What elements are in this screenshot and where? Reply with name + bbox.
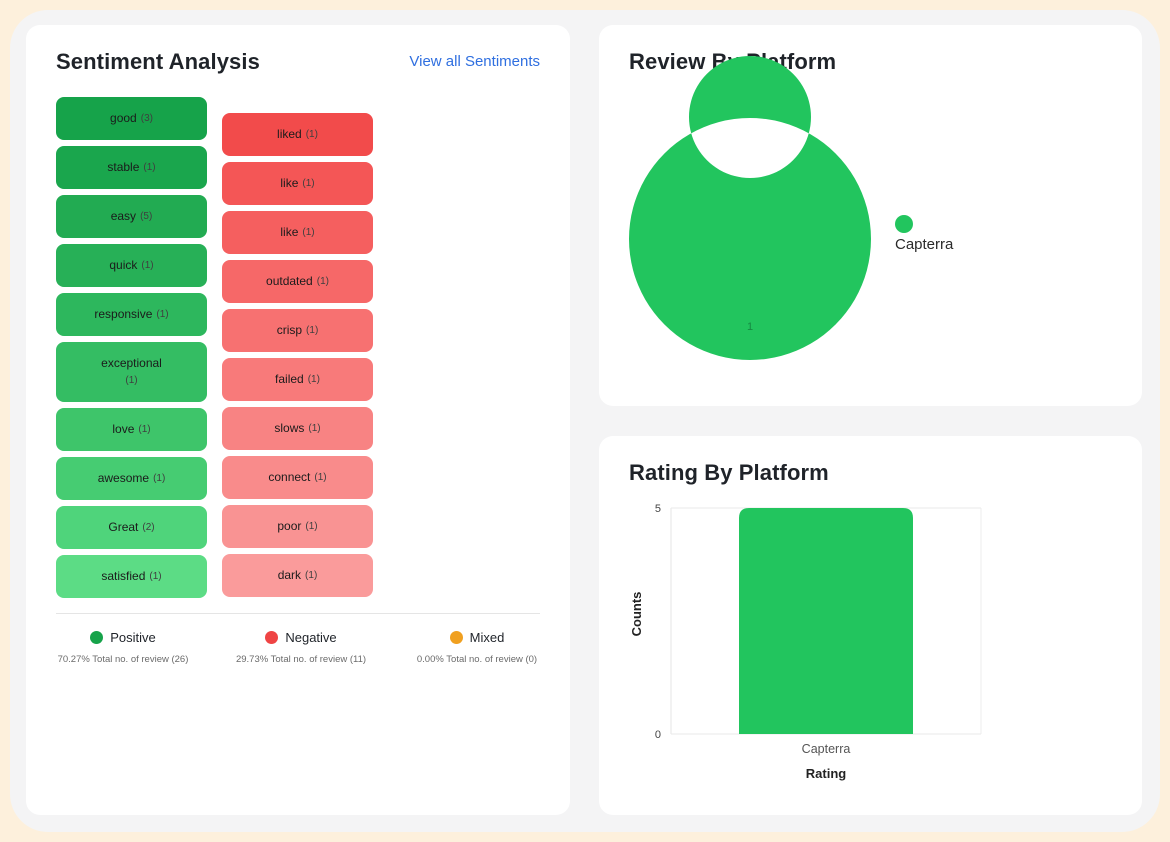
y-tick-label: 0 bbox=[655, 729, 661, 741]
positive-chip-word: Great bbox=[108, 520, 139, 534]
negative-chip-word: connect bbox=[268, 470, 311, 484]
positive-chip-good[interactable]: good (3) bbox=[56, 97, 207, 140]
negative-chip-word: dark bbox=[277, 568, 302, 582]
positive-chip-word: love bbox=[112, 422, 135, 436]
negative-dot-icon bbox=[265, 631, 279, 644]
positive-chip-count: (5) bbox=[140, 211, 153, 222]
legend-mixed: Mixed 0.00% Total no. of review (0) bbox=[410, 630, 544, 665]
rating-by-platform-card: Rating By Platform 0 5 Capterra Counts Ra… bbox=[599, 436, 1142, 815]
negative-chip-count: (1) bbox=[316, 276, 329, 287]
negative-chip-count: (1) bbox=[302, 227, 315, 238]
negative-chip-outdated[interactable]: outdated (1) bbox=[222, 260, 373, 303]
mixed-dot-icon bbox=[449, 631, 463, 644]
negative-chip-dark[interactable]: dark (1) bbox=[222, 554, 373, 597]
legend-negative-summary: 29.73% Total no. of review (11) bbox=[235, 654, 367, 665]
negative-chip-count: (1) bbox=[307, 374, 320, 385]
positive-chip-word: exceptional bbox=[101, 356, 162, 370]
positive-chip-word: awesome bbox=[97, 471, 150, 485]
positive-chip-easy[interactable]: easy (5) bbox=[56, 195, 207, 238]
legend-mixed-label: Mixed bbox=[469, 630, 505, 645]
positive-chip-quick[interactable]: quick (1) bbox=[56, 244, 207, 287]
positive-chip-count: (1) bbox=[149, 571, 162, 582]
review-donut-chart: 1 Capterra bbox=[628, 55, 954, 360]
negative-chip-count: (1) bbox=[305, 570, 318, 581]
positive-chip-count: (2) bbox=[142, 522, 155, 533]
positive-dot-icon bbox=[90, 631, 104, 644]
rating-bar-chart: 0 5 Capterra Counts Rating bbox=[629, 503, 982, 781]
positive-chip-word: easy bbox=[110, 209, 137, 223]
y-tick-label: 5 bbox=[655, 503, 661, 515]
positive-chip-word: responsive bbox=[94, 307, 153, 321]
positive-chip-great[interactable]: Great (2) bbox=[56, 506, 207, 549]
positive-chip-count: (1) bbox=[141, 260, 154, 271]
negative-chip-word: poor bbox=[277, 519, 302, 533]
y-axis-label: Counts bbox=[629, 592, 644, 637]
negative-chip-count: (1) bbox=[308, 423, 321, 434]
positive-chip-word: satisfied bbox=[101, 569, 146, 583]
legend-positive: Positive 70.27% Total no. of review (26) bbox=[56, 630, 190, 665]
bar-capterra[interactable] bbox=[739, 508, 913, 734]
negative-chip-word: liked bbox=[277, 127, 302, 141]
negative-chip-count: (1) bbox=[305, 129, 318, 140]
review-by-platform-card: Review By Platform 1 Capterra bbox=[599, 25, 1142, 406]
positive-chip-word: quick bbox=[109, 258, 138, 272]
positive-chip-love[interactable]: love (1) bbox=[56, 408, 207, 451]
positive-chip-count: (1) bbox=[143, 162, 156, 173]
negative-chip-crisp[interactable]: crisp (1) bbox=[222, 309, 373, 352]
negative-chip-slows[interactable]: slows (1) bbox=[222, 407, 373, 450]
view-all-sentiments-link[interactable]: View all Sentiments bbox=[409, 53, 540, 70]
legend-mixed-summary: 0.00% Total no. of review (0) bbox=[416, 654, 538, 665]
negative-chip-word: failed bbox=[275, 372, 304, 386]
negative-chip-failed[interactable]: failed (1) bbox=[222, 358, 373, 401]
capterra-legend-label[interactable]: Capterra bbox=[895, 236, 954, 253]
negative-chip-word: like bbox=[280, 176, 299, 190]
positive-chip-count: (1) bbox=[125, 375, 138, 386]
negative-chip-count: (1) bbox=[306, 325, 319, 336]
donut-slice-capterra[interactable] bbox=[628, 55, 871, 360]
negative-chip-liked[interactable]: liked (1) bbox=[222, 113, 373, 156]
negative-chip-count: (1) bbox=[305, 521, 318, 532]
negative-chip-count: (1) bbox=[314, 472, 327, 483]
legend-divider bbox=[56, 613, 540, 614]
negative-chip-like[interactable]: like (1) bbox=[222, 211, 373, 254]
negative-chip-word: outdated bbox=[266, 274, 313, 288]
positive-chip-count: (3) bbox=[140, 113, 153, 124]
positive-chip-count: (1) bbox=[156, 309, 169, 320]
negative-chip-word: like bbox=[280, 225, 299, 239]
positive-chip-word: stable bbox=[107, 160, 140, 174]
sentiment-analysis-card: Sentiment Analysis View all Sentiments P… bbox=[26, 25, 570, 815]
positive-chip-exceptional[interactable]: exceptional (1) bbox=[56, 342, 207, 402]
positive-chip-stable[interactable]: stable (1) bbox=[56, 146, 207, 189]
negative-chip-word: crisp bbox=[276, 323, 303, 337]
negative-chip-like[interactable]: like (1) bbox=[222, 162, 373, 205]
positive-chip-responsive[interactable]: responsive (1) bbox=[56, 293, 207, 336]
positive-chip-word: good bbox=[110, 111, 137, 125]
positive-chip-satisfied[interactable]: satisfied (1) bbox=[56, 555, 207, 598]
x-tick-label: Capterra bbox=[802, 742, 851, 756]
x-axis-label: Rating bbox=[806, 766, 847, 781]
legend-positive-summary: 70.27% Total no. of review (26) bbox=[57, 654, 189, 665]
rating-title: Rating By Platform bbox=[629, 460, 829, 485]
donut-data-label: 1 bbox=[747, 321, 753, 333]
sentiment-title: Sentiment Analysis bbox=[56, 49, 260, 74]
positive-chip-count: (1) bbox=[153, 473, 166, 484]
negative-chip-word: slows bbox=[274, 421, 305, 435]
legend-negative: Negative 29.73% Total no. of review (11) bbox=[234, 630, 368, 665]
negative-chip-connect[interactable]: connect (1) bbox=[222, 456, 373, 499]
legend-negative-label: Negative bbox=[285, 630, 337, 645]
legend-positive-label: Positive bbox=[110, 630, 156, 645]
negative-chip-poor[interactable]: poor (1) bbox=[222, 505, 373, 548]
negative-chip-count: (1) bbox=[302, 178, 315, 189]
positive-chip-awesome[interactable]: awesome (1) bbox=[56, 457, 207, 500]
positive-chip-count: (1) bbox=[138, 424, 151, 435]
capterra-legend-dot-icon[interactable] bbox=[895, 215, 913, 233]
